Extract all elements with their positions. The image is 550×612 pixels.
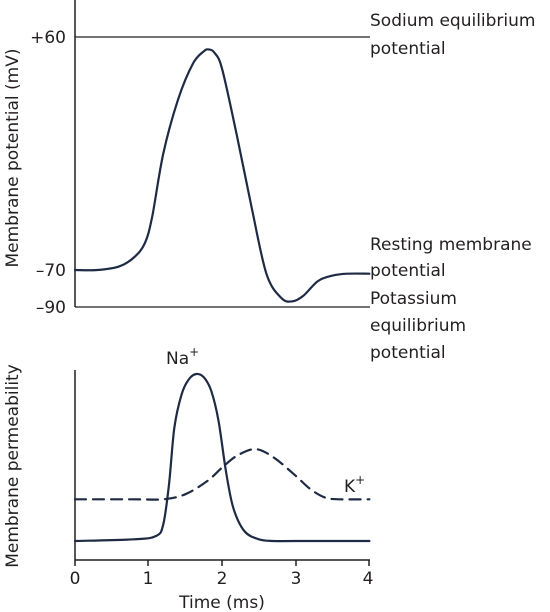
ytick-label-minus-90: –90 <box>36 298 66 318</box>
potassium-series-label: K+ <box>344 473 365 497</box>
potassium-label-line-2: equilibrium <box>370 316 466 336</box>
potassium-label-line-3: potential <box>370 343 446 363</box>
action-potential-curve <box>73 48 371 303</box>
resting-label-line-2: potential <box>370 261 446 281</box>
potassium-series-superscript: + <box>355 473 365 487</box>
sodium-permeability-curve <box>73 372 371 543</box>
xtick-label-0: 0 <box>70 569 81 589</box>
potassium-equilibrium-label: Potassium equilibrium potential <box>370 289 471 363</box>
sodium-label-line-1: Sodium equilibrium <box>370 11 535 31</box>
potassium-permeability-curve <box>73 447 371 501</box>
xtick-label-4: 4 <box>363 569 374 589</box>
potassium-label-line-1: Potassium <box>370 289 457 309</box>
membrane-permeability-panel: 0 1 2 3 4 Time (ms) Membrane permeabilit… <box>3 345 373 612</box>
potassium-series-name: K <box>344 477 356 497</box>
bottom-x-axis-label: Time (ms) <box>178 593 265 612</box>
xtick-label-2: 2 <box>217 569 228 589</box>
bottom-y-axis-label: Membrane permeability <box>3 364 23 568</box>
sodium-series-label: Na+ <box>166 345 199 369</box>
xtick-label-3: 3 <box>291 569 302 589</box>
sodium-series-superscript: + <box>189 345 199 359</box>
sodium-equilibrium-label: Sodium equilibrium potential <box>370 11 541 59</box>
resting-potential-label: Resting membrane potential <box>370 235 537 281</box>
ytick-label-minus-70: –70 <box>36 261 66 281</box>
top-y-axis-label: Membrane potential (mV) <box>3 49 23 268</box>
ytick-label-plus-60: +60 <box>30 28 66 48</box>
membrane-potential-panel: +60 –70 –90 Membrane potential (mV) Sodi… <box>3 0 541 363</box>
xtick-label-1: 1 <box>143 569 154 589</box>
resting-label-line-1: Resting membrane <box>370 235 532 255</box>
sodium-label-line-2: potential <box>370 39 446 59</box>
sodium-series-name: Na <box>166 349 189 369</box>
